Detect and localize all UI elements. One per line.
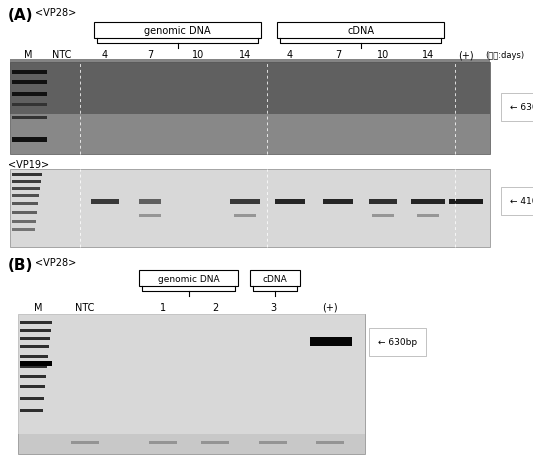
Text: (단위:days): (단위:days) [486, 50, 524, 59]
Text: M: M [34, 302, 42, 313]
Text: NTC: NTC [52, 50, 71, 60]
Bar [12, 138, 47, 143]
Bar [12, 81, 47, 85]
Text: cDNA: cDNA [263, 274, 287, 283]
FancyBboxPatch shape [250, 270, 300, 287]
Text: 1: 1 [160, 302, 166, 313]
Bar [12, 228, 35, 231]
Bar [259, 441, 287, 444]
Bar [18, 314, 365, 454]
Bar [12, 187, 40, 190]
Bar [230, 199, 260, 204]
Text: 10: 10 [377, 50, 389, 60]
Text: genomic DNA: genomic DNA [158, 274, 219, 283]
Bar [417, 214, 439, 217]
Bar [369, 199, 397, 204]
Bar [12, 180, 41, 183]
Bar [323, 199, 353, 204]
Bar [12, 211, 37, 214]
Text: 4: 4 [102, 50, 108, 60]
Bar [372, 214, 394, 217]
Bar [10, 169, 490, 247]
Text: <VP19>: <VP19> [8, 160, 49, 169]
Text: (A): (A) [8, 8, 34, 23]
Bar [20, 409, 43, 412]
Bar [10, 60, 490, 115]
Bar [20, 321, 52, 324]
Bar [12, 194, 39, 197]
Bar [310, 337, 352, 346]
Bar [20, 337, 50, 340]
Text: <VP28>: <VP28> [35, 8, 76, 18]
Text: 10: 10 [192, 50, 204, 60]
Text: M: M [24, 50, 33, 60]
Bar [12, 103, 47, 106]
Text: 14: 14 [422, 50, 434, 60]
Bar [20, 375, 46, 378]
Text: <VP28>: <VP28> [35, 257, 76, 268]
Bar [411, 199, 445, 204]
Text: ← 410bp: ← 410bp [510, 197, 533, 206]
Text: 14: 14 [239, 50, 251, 60]
Bar [234, 214, 256, 217]
Bar [316, 441, 344, 444]
Text: genomic DNA: genomic DNA [144, 26, 211, 36]
Bar [20, 385, 45, 388]
Bar [12, 173, 42, 176]
Bar [20, 365, 47, 368]
Bar [20, 345, 49, 348]
FancyBboxPatch shape [277, 23, 444, 39]
FancyBboxPatch shape [94, 23, 261, 39]
Bar [449, 199, 483, 204]
Text: cDNA: cDNA [347, 26, 374, 36]
Bar [12, 202, 38, 205]
Bar [12, 116, 47, 119]
Text: 4: 4 [287, 50, 293, 60]
Bar [20, 329, 51, 332]
Bar [12, 93, 47, 97]
Text: NTC: NTC [75, 302, 95, 313]
Text: 3: 3 [270, 302, 276, 313]
Bar [12, 71, 47, 75]
Bar [20, 397, 44, 400]
Bar [10, 63, 490, 155]
Text: ← 630bp: ← 630bp [510, 103, 533, 112]
Text: (+): (+) [458, 50, 474, 60]
Bar [20, 361, 52, 366]
Text: (+): (+) [322, 302, 338, 313]
Bar [12, 220, 36, 223]
FancyBboxPatch shape [139, 270, 238, 287]
Bar [20, 355, 48, 358]
Bar [275, 199, 305, 204]
Bar [71, 441, 99, 444]
Text: (B): (B) [8, 257, 34, 272]
Text: 7: 7 [335, 50, 341, 60]
Bar [139, 214, 161, 217]
Text: 2: 2 [212, 302, 218, 313]
Bar [18, 314, 365, 434]
Text: ← 630bp: ← 630bp [378, 338, 417, 347]
Bar [91, 199, 119, 204]
Bar [139, 199, 161, 204]
Bar [201, 441, 229, 444]
Text: 7: 7 [147, 50, 153, 60]
Bar [149, 441, 177, 444]
